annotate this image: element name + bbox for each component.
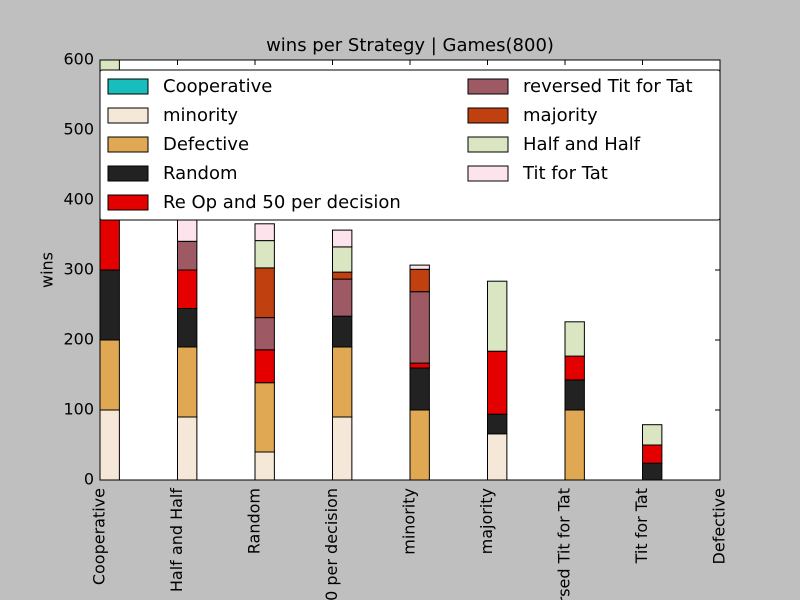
bar-segment bbox=[177, 240, 198, 271]
legend-label: Half and Half bbox=[523, 134, 641, 155]
bar-segment bbox=[100, 269, 120, 341]
bar-segment bbox=[487, 413, 508, 435]
y-tick-label: 0 bbox=[84, 470, 94, 489]
bar-segment bbox=[332, 416, 353, 480]
bar-segment bbox=[409, 268, 430, 293]
x-tick-label: Random bbox=[245, 488, 264, 554]
legend-label: Tit for Tat bbox=[522, 163, 608, 184]
legend-swatch bbox=[107, 78, 149, 95]
legend-label: Random bbox=[163, 163, 238, 184]
bar-segment bbox=[642, 424, 663, 446]
bar-segment bbox=[332, 278, 353, 317]
bar-segment bbox=[177, 269, 198, 309]
bar-segment bbox=[487, 350, 508, 415]
legend-swatch bbox=[107, 165, 149, 182]
x-tick-label: Half and Half bbox=[167, 488, 186, 592]
bar-segment bbox=[254, 349, 275, 384]
bar-segment bbox=[409, 409, 430, 480]
axes: 0 100 200 300 400 500 600 Cooperative Half and H… bbox=[63, 50, 728, 600]
x-tick-label: Tit for Tat bbox=[632, 488, 651, 564]
bar-segment bbox=[564, 379, 585, 411]
x-tick-label: Re Op and 50 per decision bbox=[322, 488, 341, 600]
x-tick-label: Cooperative bbox=[90, 488, 109, 585]
legend-box bbox=[99, 69, 721, 221]
y-tick-label: 200 bbox=[63, 330, 94, 349]
bar-segment bbox=[409, 362, 430, 369]
bar-segment bbox=[332, 346, 353, 418]
bar-segment bbox=[177, 346, 198, 418]
bar-segment bbox=[177, 416, 198, 480]
bar-segment bbox=[254, 382, 275, 453]
bar-segment bbox=[642, 462, 663, 480]
bar-segment bbox=[254, 223, 275, 242]
legend-label: Re Op and 50 per decision bbox=[163, 192, 401, 213]
bar-segment bbox=[100, 339, 120, 411]
legend-swatch bbox=[467, 136, 509, 153]
legend-swatch bbox=[107, 194, 149, 211]
bar-segment bbox=[254, 267, 275, 319]
bar-segment bbox=[332, 246, 353, 273]
legend-swatch bbox=[107, 136, 149, 153]
bar-segment bbox=[409, 264, 430, 270]
x-tick-label: reversed Tit for Tat bbox=[555, 488, 574, 600]
bar-segment bbox=[642, 444, 663, 464]
y-tick-label: 100 bbox=[63, 400, 94, 419]
legend-label: Defective bbox=[163, 134, 249, 155]
legend-label: reversed Tit for Tat bbox=[523, 76, 693, 97]
legend-label: majority bbox=[523, 105, 598, 126]
y-tick-label: 600 bbox=[63, 50, 94, 69]
y-tick-label: 400 bbox=[63, 190, 94, 209]
legend: Cooperative minority Defective Random Re Op … bbox=[99, 69, 721, 221]
bar-segment bbox=[254, 451, 275, 480]
bar-segment bbox=[564, 409, 585, 480]
bar-segment bbox=[332, 271, 353, 280]
legend-label: minority bbox=[163, 105, 238, 126]
y-axis-label: wins bbox=[38, 252, 57, 288]
bar-segment bbox=[487, 433, 508, 480]
bar-segment bbox=[332, 315, 353, 348]
bar-segment bbox=[100, 409, 120, 480]
bar-segment bbox=[254, 317, 275, 351]
bar-segment bbox=[332, 229, 353, 248]
y-tick-label: 300 bbox=[63, 260, 94, 279]
x-tick-label: minority bbox=[400, 488, 419, 555]
legend-swatch bbox=[467, 165, 509, 182]
bar-segment bbox=[254, 240, 275, 269]
bar-segment bbox=[564, 321, 585, 357]
chart-title: wins per Strategy | Games(800) bbox=[266, 35, 554, 56]
x-tick-label: majority bbox=[477, 488, 496, 554]
legend-swatch bbox=[467, 107, 509, 124]
y-tick-label: 500 bbox=[63, 120, 94, 139]
bar-segment bbox=[177, 308, 198, 348]
bar-segment bbox=[409, 291, 430, 364]
bar-segment bbox=[564, 355, 585, 381]
legend-swatch bbox=[107, 107, 149, 124]
legend-label: Cooperative bbox=[163, 76, 272, 97]
bar-segment bbox=[409, 367, 430, 411]
bar-segment bbox=[487, 280, 508, 352]
x-tick-label: Defective bbox=[710, 488, 729, 564]
legend-swatch bbox=[467, 78, 509, 95]
